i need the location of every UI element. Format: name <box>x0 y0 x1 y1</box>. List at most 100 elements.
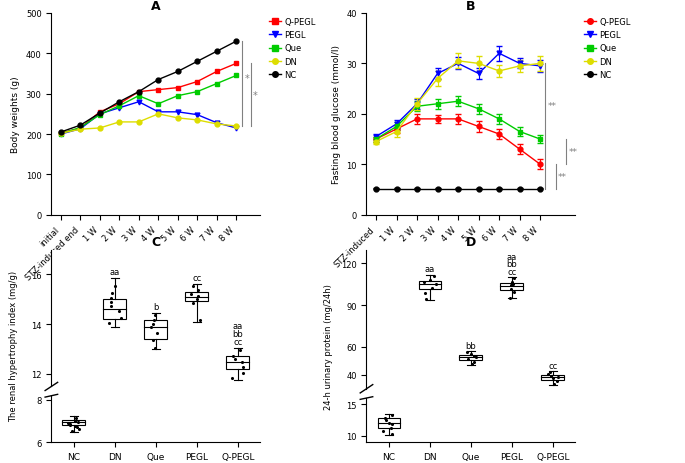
Point <box>187 283 198 290</box>
Point <box>192 287 203 294</box>
Text: aa: aa <box>110 268 120 276</box>
Bar <box>419 281 441 290</box>
Point <box>547 375 558 382</box>
Text: cc: cc <box>192 274 201 283</box>
Point <box>471 354 482 361</box>
Title: A: A <box>151 0 161 13</box>
Line: DN: DN <box>58 112 238 136</box>
Y-axis label: Body weights (g): Body weights (g) <box>11 76 21 153</box>
Bar <box>501 283 523 290</box>
Point <box>149 316 160 324</box>
Text: 24-h urinary protein (mg/24h): 24-h urinary protein (mg/24h) <box>324 283 334 409</box>
Q-PEGL <box>193 80 201 85</box>
Que <box>154 102 162 107</box>
Que <box>232 74 240 79</box>
Bar <box>62 420 86 425</box>
Point <box>195 317 206 325</box>
Point <box>67 427 78 435</box>
Point <box>106 302 117 310</box>
Line: PEGL: PEGL <box>58 100 238 137</box>
Point <box>74 425 85 433</box>
Point <box>387 412 398 419</box>
Que <box>212 81 221 87</box>
Que <box>76 125 84 131</box>
NC <box>96 111 104 117</box>
Point <box>552 373 563 381</box>
Line: Q-PEGL: Q-PEGL <box>58 62 238 136</box>
Text: aa: aa <box>507 252 517 261</box>
PEGL <box>173 110 182 115</box>
Point <box>387 430 398 438</box>
Text: bb: bb <box>466 341 476 350</box>
Point <box>421 296 432 303</box>
NC <box>212 50 221 55</box>
Point <box>192 293 203 300</box>
Point <box>105 299 116 306</box>
Point <box>227 353 238 360</box>
Point <box>148 337 159 344</box>
Point <box>146 324 157 331</box>
Bar <box>145 321 167 339</box>
Point <box>466 350 477 358</box>
Point <box>428 273 439 280</box>
Bar <box>541 375 564 380</box>
Point <box>419 289 430 297</box>
PEGL <box>212 121 221 126</box>
Point <box>425 277 436 284</box>
Point <box>543 370 553 378</box>
NC <box>135 90 143 95</box>
DN <box>57 131 65 137</box>
PEGL <box>96 112 104 117</box>
Point <box>507 278 518 286</box>
Point <box>508 275 519 282</box>
Point <box>379 414 390 421</box>
Point <box>230 355 241 363</box>
Point <box>377 427 388 435</box>
Legend: Q-PEGL, PEGL, Que, DN, NC: Q-PEGL, PEGL, Que, DN, NC <box>269 18 316 80</box>
Text: cc: cc <box>508 268 516 276</box>
Text: aa: aa <box>233 321 243 330</box>
DN <box>232 124 240 130</box>
X-axis label: Time: Time <box>459 299 483 309</box>
Line: NC: NC <box>58 40 238 135</box>
Point <box>468 358 479 366</box>
NC <box>232 39 240 45</box>
Point <box>238 363 249 371</box>
Que <box>96 113 104 118</box>
Text: cc: cc <box>233 337 242 346</box>
Point <box>461 348 472 356</box>
Title: D: D <box>466 236 476 249</box>
Point <box>463 356 474 363</box>
Point <box>114 307 125 314</box>
DN <box>76 127 84 133</box>
Bar <box>186 293 208 302</box>
Point <box>467 361 478 369</box>
Point <box>186 290 197 298</box>
Point <box>63 419 74 426</box>
Point <box>107 290 118 297</box>
DN <box>154 112 162 117</box>
NC <box>193 59 201 65</box>
Point <box>149 344 160 352</box>
Point <box>70 423 81 430</box>
PEGL <box>115 106 123 111</box>
DN <box>173 116 182 121</box>
Point <box>70 417 81 425</box>
Line: Que: Que <box>58 74 238 137</box>
Point <box>152 330 163 337</box>
NC <box>173 69 182 75</box>
Q-PEGL <box>96 110 104 115</box>
Point <box>236 358 247 366</box>
Q-PEGL <box>212 69 221 75</box>
PEGL <box>154 110 162 115</box>
Q-PEGL <box>232 62 240 67</box>
Bar <box>460 355 482 360</box>
Que <box>115 104 123 109</box>
Point <box>105 295 116 302</box>
Title: C: C <box>151 236 160 249</box>
Point <box>234 347 245 354</box>
Bar <box>226 357 249 369</box>
Point <box>545 372 556 380</box>
NC <box>115 100 123 105</box>
DN <box>212 122 221 127</box>
